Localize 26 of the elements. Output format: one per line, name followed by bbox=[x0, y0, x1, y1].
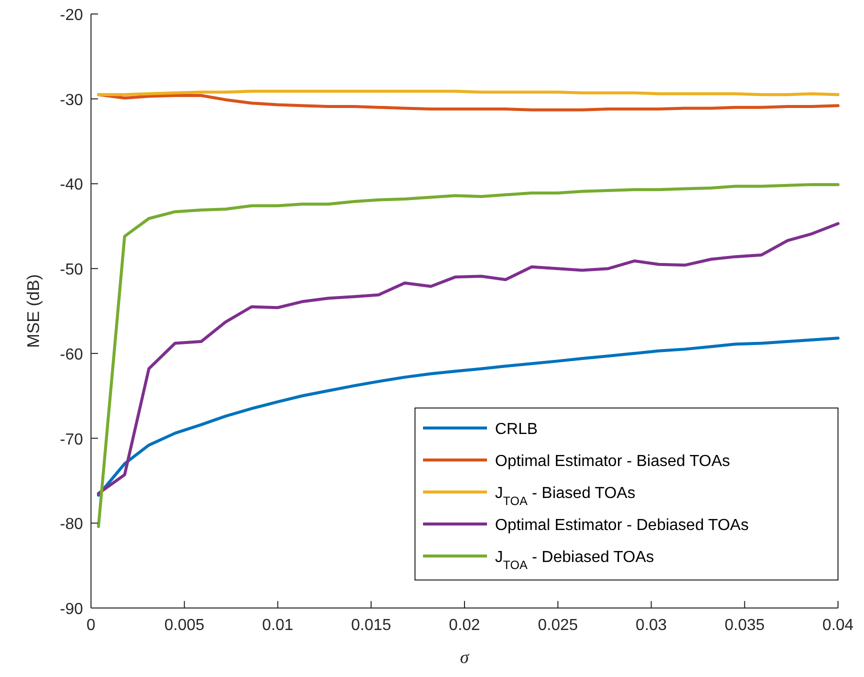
x-tick-label: 0.02 bbox=[448, 617, 480, 634]
line-series bbox=[96, 336, 840, 497]
y-tick-label: -90 bbox=[60, 601, 84, 618]
x-tick-label: 0 bbox=[86, 617, 96, 634]
legend-label: Optimal Estimator - Biased TOAs bbox=[495, 453, 730, 470]
legend-label: J$_{TOA}$ - Biased TOAs bbox=[495, 485, 636, 508]
x-tick-label: 0.025 bbox=[538, 617, 578, 634]
x-axis-title: σ bbox=[460, 647, 470, 667]
x-tick-label: 0.03 bbox=[636, 617, 667, 634]
legend-label: Optimal Estimator - Debiased TOAs bbox=[495, 517, 749, 534]
y-tick-label: -30 bbox=[60, 92, 84, 109]
y-tick-label: -20 bbox=[60, 7, 84, 24]
x-tick-label: 0.015 bbox=[351, 617, 392, 634]
line-series bbox=[96, 93, 840, 112]
x-tick-label: 0.01 bbox=[262, 617, 294, 634]
legend-label: CRLB bbox=[495, 421, 538, 438]
y-tick-label: -80 bbox=[60, 516, 84, 534]
y-tick-label: -40 bbox=[60, 176, 84, 194]
y-tick-label: -50 bbox=[60, 262, 84, 279]
x-tick-label: 0.005 bbox=[164, 617, 204, 634]
legend-label: J$_{TOA}$ - Debiased TOAs bbox=[495, 549, 654, 572]
y-axis-title: MSE (dB) bbox=[24, 274, 43, 348]
x-tick-label: 0.035 bbox=[724, 617, 765, 634]
x-tick-label: 0.04 bbox=[822, 617, 854, 634]
y-tick-label: -60 bbox=[60, 346, 84, 364]
y-tick-label: -70 bbox=[60, 431, 84, 448]
